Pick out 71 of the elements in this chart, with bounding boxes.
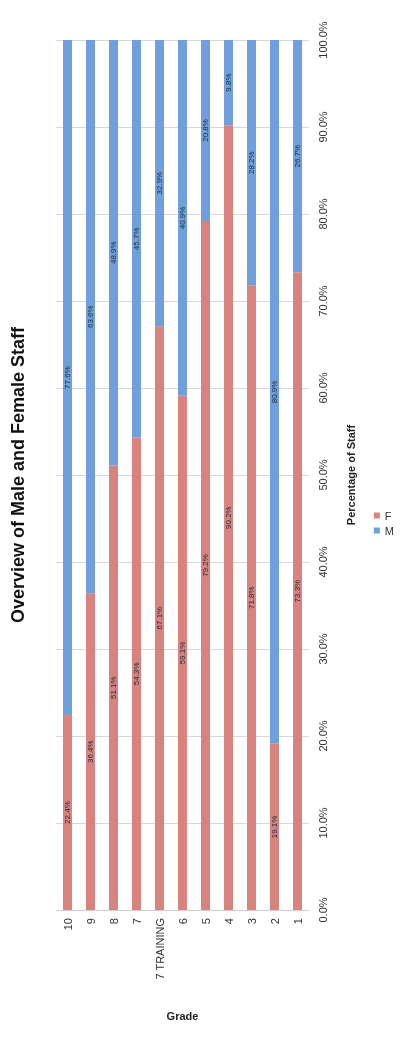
bar [63, 715, 72, 910]
bar [86, 40, 95, 594]
y-tick-label: 60.0% [316, 372, 329, 404]
bar [270, 40, 279, 744]
data-label: 80.9% [270, 380, 279, 404]
x-axis-title: Grade [166, 1009, 199, 1022]
bar [224, 125, 233, 910]
bar [132, 437, 141, 910]
y-tick-label: 0.0% [316, 897, 329, 923]
y-tick-label: 20.0% [316, 720, 329, 752]
data-label: 22.4% [63, 801, 72, 824]
bar [132, 40, 141, 438]
data-label: 40.9% [178, 206, 187, 230]
legend-label: M [384, 524, 395, 537]
x-tick-label: 4 [222, 918, 235, 925]
x-tick-label: 3 [245, 918, 258, 925]
legend-label: F [384, 509, 392, 522]
bar [109, 40, 118, 466]
data-label: 20.8% [201, 119, 210, 142]
data-label: 32.9% [155, 171, 164, 195]
x-tick-label: 8 [107, 918, 120, 925]
data-label: 79.2% [201, 554, 210, 577]
bar [201, 220, 210, 910]
data-label: 28.2% [247, 151, 256, 175]
y-tick-label: 50.0% [316, 459, 329, 491]
bar [201, 40, 210, 221]
x-tick-label: 5 [199, 918, 212, 925]
bar [224, 40, 233, 126]
data-label: 36.4% [86, 740, 95, 763]
data-label: 63.6% [86, 305, 95, 328]
y-tick-label: 80.0% [316, 198, 329, 230]
x-tick-label: 1 [291, 918, 304, 925]
y-tick-label: 30.0% [316, 633, 329, 665]
data-label: 77.6% [63, 366, 72, 389]
y-axis-title: Percentage of Staff [344, 424, 357, 526]
bar [270, 743, 279, 910]
data-label: 51.1% [109, 676, 118, 700]
bar [247, 40, 256, 286]
data-label: 26.7% [293, 144, 302, 168]
data-label: 48.9% [109, 241, 118, 265]
bar [63, 40, 72, 716]
bar [109, 465, 118, 910]
x-tick-label: 2 [268, 918, 281, 925]
y-tick-label: 10.0% [316, 807, 329, 839]
y-tick-label: 40.0% [316, 546, 329, 578]
data-label: 73.3% [293, 579, 302, 603]
bar [155, 40, 164, 327]
bar [155, 326, 164, 910]
text: Overview of Male and Female Staff [8, 325, 28, 624]
x-tick-label: 7 [130, 918, 143, 925]
bar [293, 40, 302, 273]
bar [247, 285, 256, 910]
data-label: 19.1% [270, 815, 279, 839]
bar [293, 272, 302, 910]
data-label: 54.3% [132, 662, 141, 686]
x-tick-label: 9 [84, 918, 97, 925]
bar [86, 593, 95, 910]
y-tick-label: 90.0% [316, 111, 329, 143]
data-label: 67.1% [155, 606, 164, 630]
x-tick-label: 6 [176, 918, 189, 925]
x-tick-label: 7 TRAINING [153, 918, 166, 980]
x-tick-label: 10 [61, 918, 74, 931]
bar [178, 395, 187, 910]
y-tick-label: 70.0% [316, 285, 329, 317]
data-label: 90.2% [224, 506, 233, 529]
bar [178, 40, 187, 396]
y-tick-label: 100.0% [316, 21, 329, 59]
data-label: 71.8% [247, 586, 256, 610]
data-label: 45.7% [132, 227, 141, 251]
data-label: 9.8% [224, 73, 233, 92]
data-label: 59.1% [178, 641, 187, 665]
